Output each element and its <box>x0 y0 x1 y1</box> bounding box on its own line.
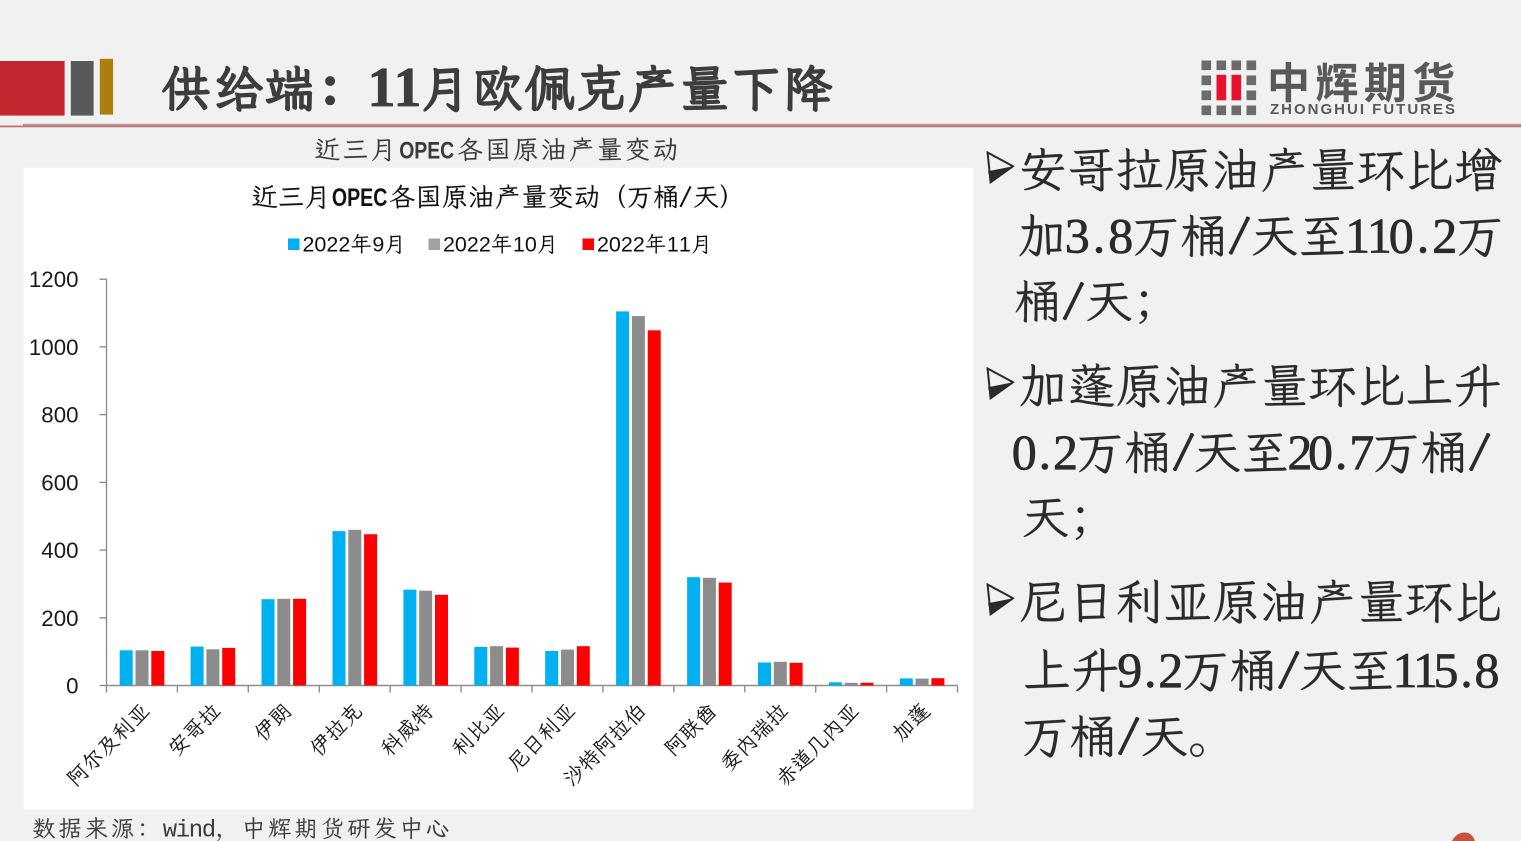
svg-text:2: 2 <box>633 233 645 257</box>
svg-text:.: . <box>1039 424 1052 480</box>
svg-text:ZHONGHUI FUTURES: ZHONGHUI FUTURES <box>1270 101 1457 118</box>
svg-text:1200: 1200 <box>29 267 79 292</box>
svg-text:9: 9 <box>1117 642 1142 698</box>
svg-text:.: . <box>1335 424 1348 480</box>
svg-text:2: 2 <box>479 233 491 257</box>
svg-text:0: 0 <box>1012 424 1037 480</box>
svg-text:2: 2 <box>338 233 350 257</box>
svg-text:1: 1 <box>368 57 396 119</box>
svg-text:2: 2 <box>467 233 479 257</box>
svg-text:.: . <box>1093 208 1106 264</box>
svg-text:5: 5 <box>1434 642 1459 698</box>
svg-text:2: 2 <box>1287 424 1312 480</box>
svg-text:9: 9 <box>372 233 384 257</box>
svg-text:i: i <box>176 818 190 841</box>
svg-text:2: 2 <box>1158 642 1183 698</box>
svg-text:w: w <box>163 818 178 841</box>
svg-text:2: 2 <box>597 233 609 257</box>
svg-text:1: 1 <box>394 57 422 119</box>
svg-text:200: 200 <box>41 606 78 631</box>
svg-text:n: n <box>189 818 203 841</box>
svg-text:1: 1 <box>1345 208 1370 264</box>
svg-text:1: 1 <box>679 233 691 257</box>
svg-text:OPEC: OPEC <box>332 184 388 212</box>
svg-text:0: 0 <box>1308 424 1333 480</box>
svg-text:.: . <box>1417 208 1430 264</box>
svg-text:d: d <box>202 818 216 841</box>
svg-text:3: 3 <box>1065 208 1090 264</box>
svg-text:0: 0 <box>525 233 537 257</box>
svg-text:400: 400 <box>41 538 78 563</box>
svg-text:1: 1 <box>667 233 679 257</box>
svg-text:7: 7 <box>1349 424 1374 480</box>
svg-text:1: 1 <box>513 233 525 257</box>
svg-text:2: 2 <box>621 233 633 257</box>
svg-text:OPEC: OPEC <box>399 138 454 165</box>
svg-text:0: 0 <box>314 233 326 257</box>
svg-text:1: 1 <box>1393 642 1418 698</box>
svg-text:0: 0 <box>609 233 621 257</box>
svg-text:600: 600 <box>41 470 78 495</box>
svg-text:1: 1 <box>1367 208 1392 264</box>
svg-text:800: 800 <box>41 403 78 428</box>
svg-text:8: 8 <box>1108 208 1133 264</box>
svg-text:2: 2 <box>326 233 338 257</box>
svg-text:2: 2 <box>1432 208 1457 264</box>
svg-text:0: 0 <box>66 674 78 699</box>
svg-text:2: 2 <box>443 233 455 257</box>
svg-text:0: 0 <box>455 233 467 257</box>
svg-text:2: 2 <box>303 233 315 257</box>
svg-text:0: 0 <box>1389 208 1414 264</box>
svg-text:8: 8 <box>1475 642 1500 698</box>
svg-text:.: . <box>1460 642 1473 698</box>
svg-text:1: 1 <box>1413 642 1438 698</box>
svg-text:1000: 1000 <box>29 335 79 360</box>
svg-text:.: . <box>1144 642 1157 698</box>
svg-text:2: 2 <box>1053 424 1078 480</box>
